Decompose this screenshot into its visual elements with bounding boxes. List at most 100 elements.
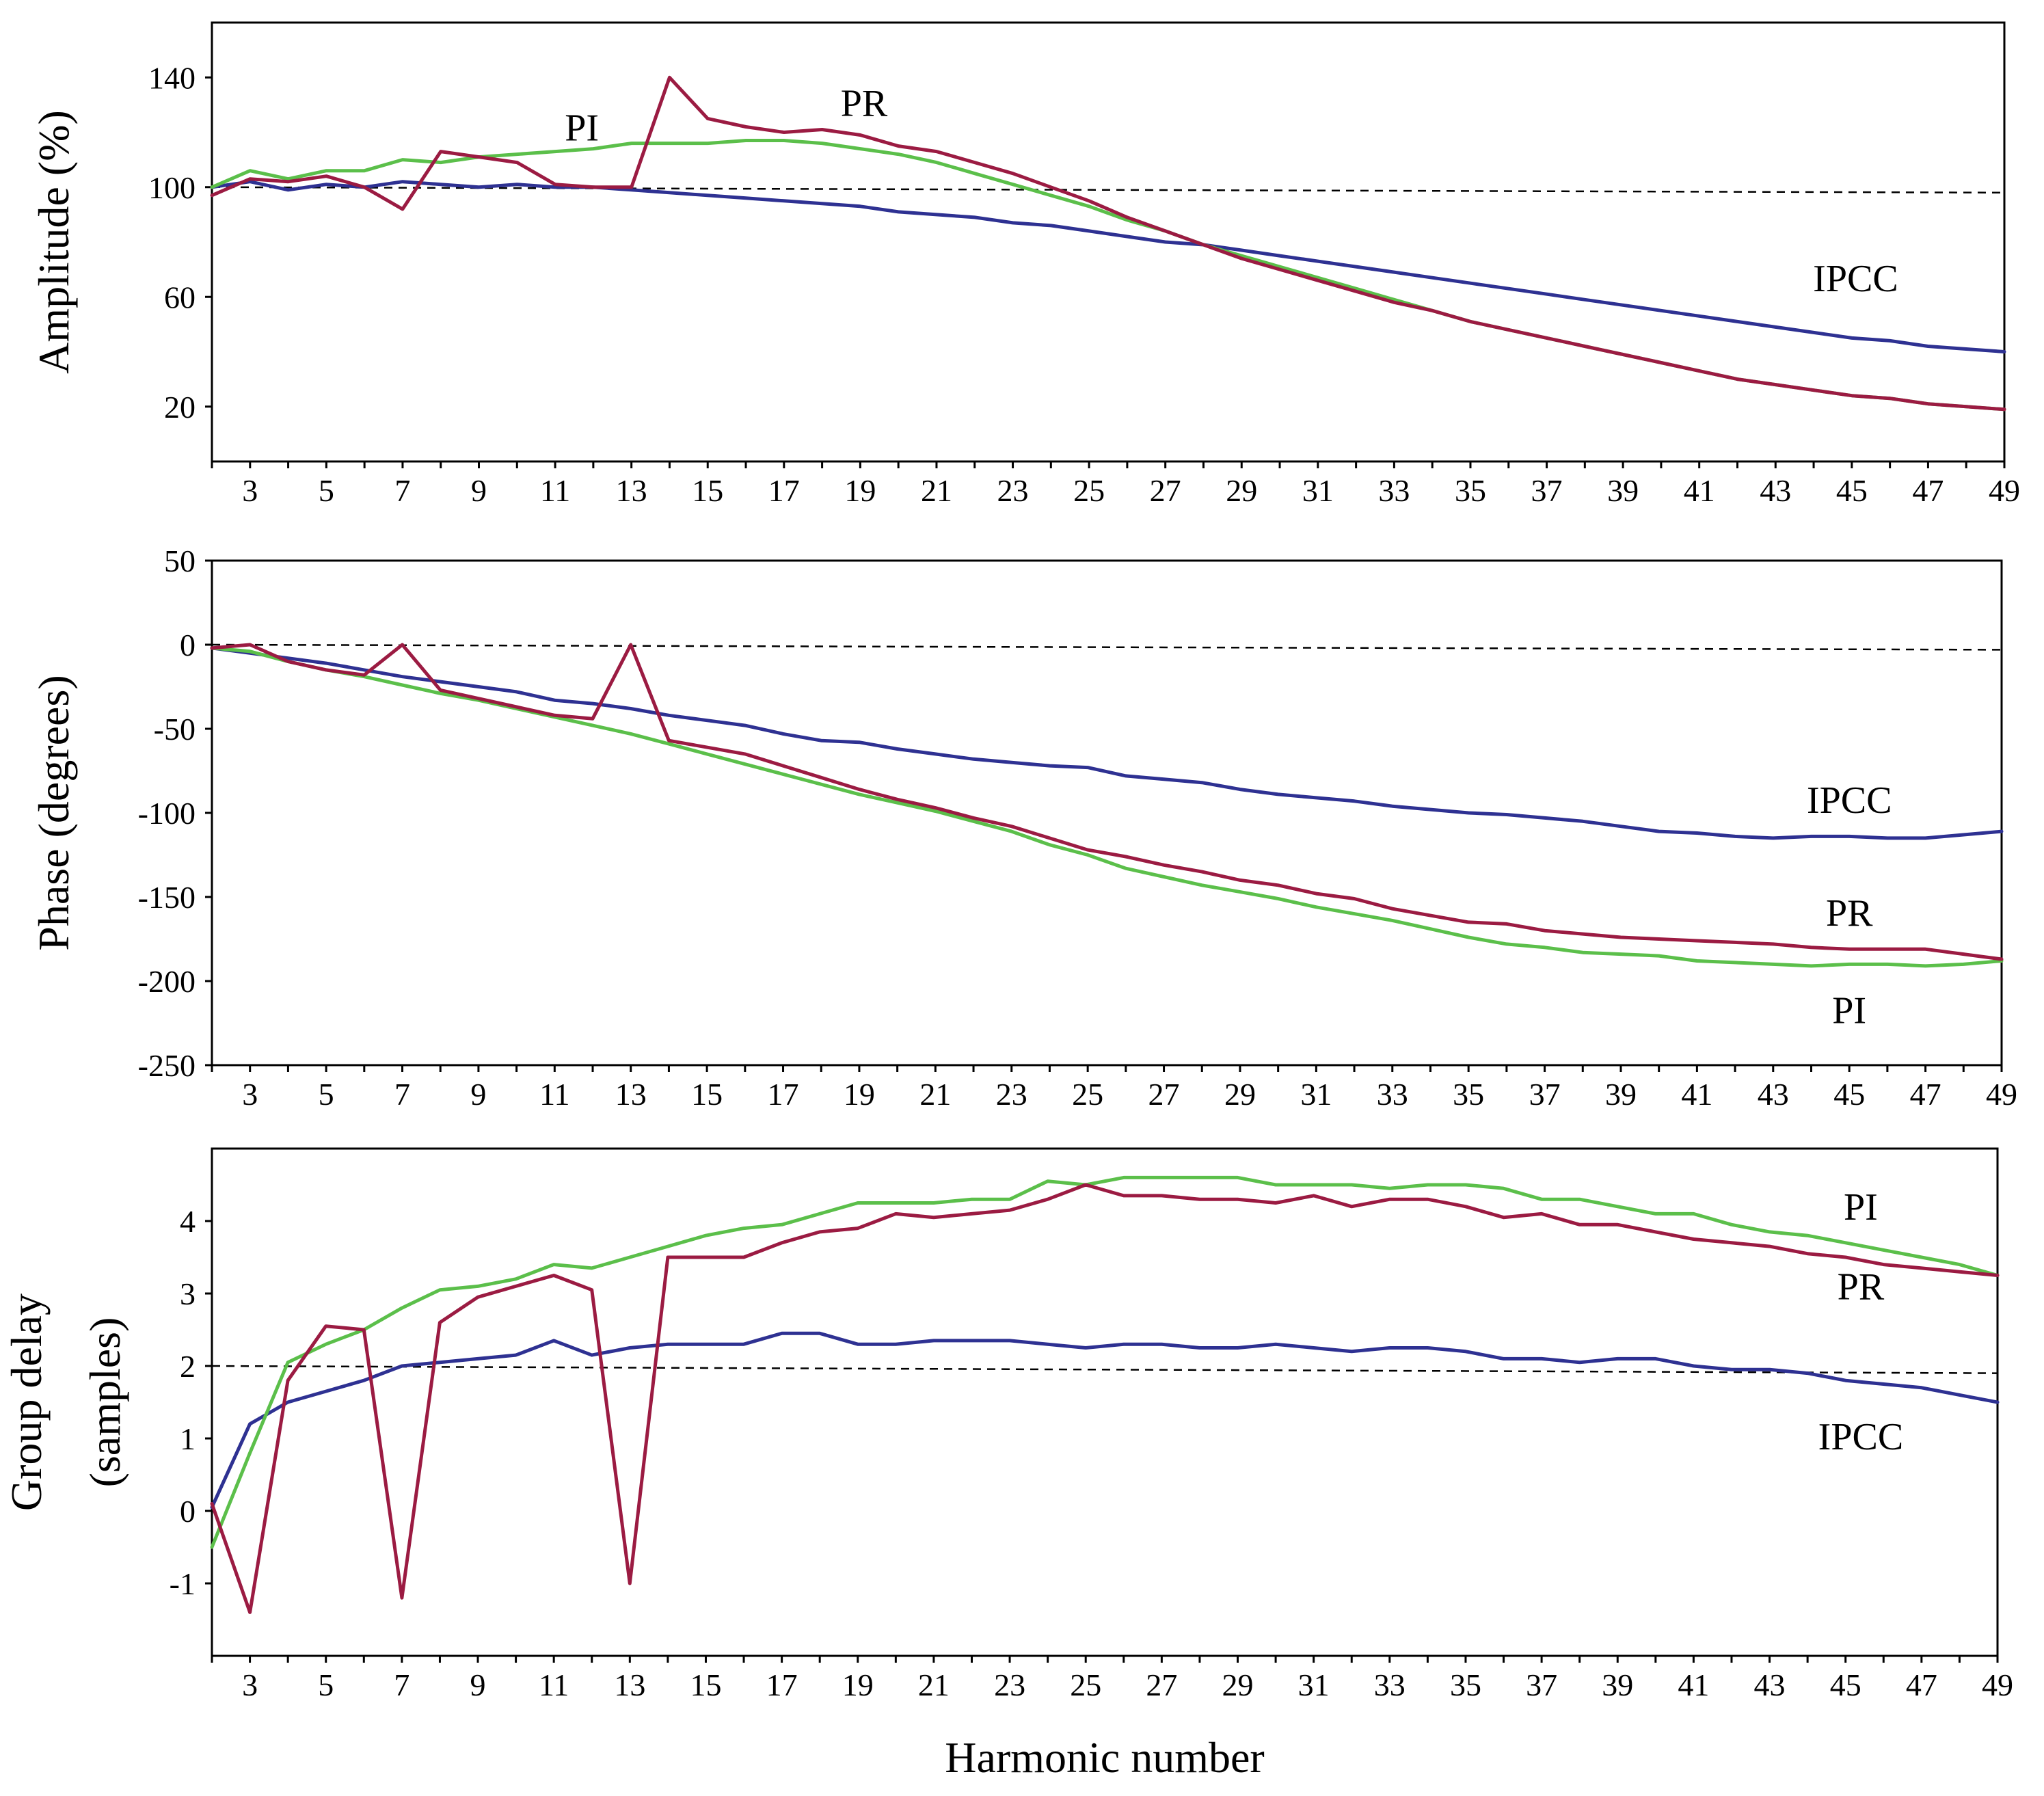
amplitude-series-ipcc bbox=[210, 180, 2006, 353]
group-delay-xtick-label: 15 bbox=[690, 1667, 721, 1702]
group-delay-xtick-label: 45 bbox=[1830, 1667, 1861, 1702]
phase-series-pi bbox=[210, 646, 2004, 968]
group-delay-xtick-label: 29 bbox=[1222, 1667, 1254, 1702]
group-delay-ylabel-line-2: (samples) bbox=[81, 1317, 129, 1488]
amplitude-xtick-label: 21 bbox=[921, 473, 952, 508]
phase-xtick-label: 5 bbox=[319, 1077, 334, 1112]
group-delay-ytick-label: 2 bbox=[180, 1349, 196, 1384]
phase-xtick-label: 15 bbox=[691, 1077, 723, 1112]
amplitude-xtick-label: 47 bbox=[1912, 473, 1944, 508]
phase-xtick-label: 25 bbox=[1072, 1077, 1103, 1112]
group-delay-xlabel: Harmonic number bbox=[945, 1733, 1264, 1782]
amplitude-reference-line bbox=[211, 186, 2005, 194]
phase-ytick-label: -100 bbox=[138, 796, 196, 831]
amplitude-label-pr: PR bbox=[841, 82, 888, 124]
amplitude-xtick-label: 43 bbox=[1760, 473, 1791, 508]
amplitude-xtick-label: 45 bbox=[1836, 473, 1868, 508]
amplitude-ytick-label: 140 bbox=[148, 60, 196, 95]
group-delay-reference-line bbox=[211, 1365, 1998, 1374]
group-delay-xtick-label: 19 bbox=[842, 1667, 874, 1702]
phase-xtick-label: 19 bbox=[844, 1077, 875, 1112]
group-delay-xtick-label: 23 bbox=[994, 1667, 1025, 1702]
group-delay-xtick-label: 27 bbox=[1146, 1667, 1177, 1702]
amplitude-xtick-label: 39 bbox=[1607, 473, 1639, 508]
group-delay-ytick-label: 3 bbox=[180, 1276, 196, 1311]
phase-xtick-label: 17 bbox=[768, 1077, 799, 1112]
amplitude-xtick-label: 5 bbox=[319, 473, 334, 508]
group-delay-xtick-label: 21 bbox=[918, 1667, 950, 1702]
amplitude-xtick-label: 7 bbox=[394, 473, 410, 508]
phase-xtick-label: 37 bbox=[1529, 1077, 1561, 1112]
phase-xtick-label: 49 bbox=[1986, 1077, 2017, 1112]
phase-xtick-label: 43 bbox=[1758, 1077, 1789, 1112]
amplitude-xtick-label: 17 bbox=[768, 473, 800, 508]
group-delay-xtick-label: 47 bbox=[1906, 1667, 1937, 1702]
amplitude-plot-frame bbox=[211, 21, 2006, 463]
phase-xtick-label: 41 bbox=[1681, 1077, 1712, 1112]
amplitude-xtick-label: 23 bbox=[997, 473, 1029, 508]
amplitude-xtick-label: 27 bbox=[1150, 473, 1181, 508]
phase-xtick-label: 23 bbox=[996, 1077, 1027, 1112]
amplitude-ytick-label: 100 bbox=[148, 170, 196, 205]
phase-xtick-label: 45 bbox=[1833, 1077, 1865, 1112]
phase-label-ipcc: IPCC bbox=[1807, 779, 1892, 822]
phase-xtick-label: 27 bbox=[1148, 1077, 1180, 1112]
amplitude-xtick-label: 29 bbox=[1226, 473, 1257, 508]
phase-xtick-label: 29 bbox=[1224, 1077, 1256, 1112]
phase-xtick-label: 47 bbox=[1910, 1077, 1941, 1112]
group-delay-xtick-label: 17 bbox=[766, 1667, 798, 1702]
group-delay-xtick-label: 49 bbox=[1982, 1667, 2013, 1702]
amplitude-xtick-label: 35 bbox=[1455, 473, 1486, 508]
phase-ytick-label: -50 bbox=[154, 712, 196, 747]
phase-ytick-label: 50 bbox=[164, 544, 196, 578]
amplitude-xtick-label: 13 bbox=[616, 473, 647, 508]
amplitude-ytick-label: 60 bbox=[164, 280, 196, 314]
phase-xtick-label: 11 bbox=[539, 1077, 569, 1112]
phase-ytick-label: -150 bbox=[138, 880, 196, 915]
group-delay-xtick-label: 3 bbox=[242, 1667, 258, 1702]
group-delay-xtick-label: 13 bbox=[614, 1667, 645, 1702]
amplitude-xtick-label: 33 bbox=[1378, 473, 1410, 508]
phase-series-ipcc bbox=[210, 646, 2004, 840]
amplitude-xtick-label: 31 bbox=[1302, 473, 1334, 508]
group-delay-xtick-label: 43 bbox=[1754, 1667, 1786, 1702]
group-delay-xtick-label: 35 bbox=[1450, 1667, 1481, 1702]
group-delay-series-pi bbox=[210, 1175, 2000, 1549]
phase-xtick-label: 3 bbox=[242, 1077, 258, 1112]
group-delay-series-pr bbox=[210, 1183, 2000, 1614]
amplitude-xtick-label: 9 bbox=[471, 473, 487, 508]
amplitude-xtick-label: 15 bbox=[692, 473, 723, 508]
phase-xtick-label: 13 bbox=[615, 1077, 647, 1112]
group-delay-ytick-label: 1 bbox=[180, 1421, 196, 1456]
group-delay-xtick-label: 31 bbox=[1298, 1667, 1330, 1702]
phase-xtick-label: 21 bbox=[919, 1077, 951, 1112]
group-delay-series-ipcc bbox=[210, 1331, 2000, 1510]
amplitude-xtick-label: 37 bbox=[1531, 473, 1563, 508]
group-delay-ytick-label: 4 bbox=[180, 1204, 196, 1239]
phase-series-pr bbox=[210, 643, 2004, 961]
phase-ytick-label: -200 bbox=[138, 964, 196, 999]
phase-xtick-label: 33 bbox=[1377, 1077, 1408, 1112]
phase-xtick-label: 9 bbox=[470, 1077, 486, 1112]
phase-xtick-label: 39 bbox=[1605, 1077, 1637, 1112]
group-delay-xtick-label: 9 bbox=[470, 1667, 486, 1702]
group-delay-xtick-label: 41 bbox=[1678, 1667, 1709, 1702]
group-delay-xtick-label: 37 bbox=[1526, 1667, 1557, 1702]
group-delay-ytick-label: 0 bbox=[180, 1494, 196, 1529]
phase-xtick-label: 35 bbox=[1453, 1077, 1484, 1112]
phase-ytick-label: -250 bbox=[138, 1048, 196, 1083]
group-delay-label-ipcc: IPCC bbox=[1818, 1416, 1904, 1458]
amplitude-xtick-label: 3 bbox=[242, 473, 258, 508]
amplitude-label-pi: PI bbox=[565, 107, 599, 150]
group-delay-xtick-label: 7 bbox=[394, 1667, 409, 1702]
phase-plot-frame bbox=[211, 559, 2003, 1067]
group-delay-xtick-label: 25 bbox=[1070, 1667, 1101, 1702]
amplitude-label-ipcc: IPCC bbox=[1813, 258, 1898, 300]
amplitude-ytick-label: 20 bbox=[164, 390, 196, 425]
amplitude-xtick-label: 11 bbox=[540, 473, 570, 508]
group-delay-ytick-label: -1 bbox=[170, 1566, 196, 1601]
phase-xtick-label: 31 bbox=[1300, 1077, 1332, 1112]
phase-ylabel: Phase (degrees) bbox=[29, 675, 78, 950]
